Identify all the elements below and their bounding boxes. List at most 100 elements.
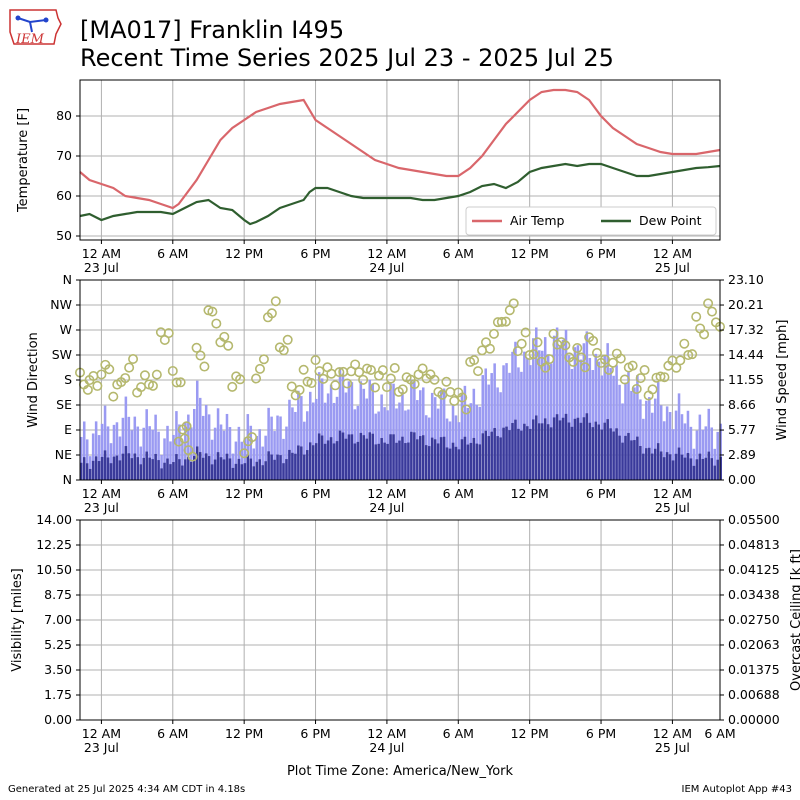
- wind-speed-bar: [160, 468, 163, 480]
- wind-speed-bar: [555, 414, 559, 480]
- visibility-ytick-label: 5.25: [44, 637, 72, 652]
- wind-speed-bar: [100, 456, 104, 480]
- wind-speed-bar: [600, 429, 603, 480]
- wind-gust-bar: [526, 357, 529, 480]
- wind-gust-bar: [419, 390, 422, 480]
- temperature-xtick-label: 6 PM: [300, 246, 330, 261]
- wind-speed-bar: [97, 461, 101, 480]
- wind-gust-bar: [511, 351, 514, 480]
- wind-speed-bar: [374, 444, 377, 480]
- wind-speed-bar: [588, 422, 592, 480]
- logo-text: IEM: [15, 32, 45, 47]
- wind-speed-bar: [698, 453, 702, 480]
- wind-direction-marker: [469, 355, 480, 366]
- wind-gust-bar: [285, 426, 288, 480]
- wind-speed-bar: [133, 453, 137, 480]
- wind-gust-bar: [469, 403, 473, 480]
- visibility-xtick-label: 6 PM: [586, 726, 616, 741]
- wind-gust-bar: [713, 448, 716, 480]
- wind-direction-marker: [671, 362, 682, 373]
- wind-speed-bar: [487, 436, 490, 480]
- wind-speed-bar: [356, 441, 360, 480]
- wind-direction-marker: [389, 363, 400, 374]
- wind-speed-bar: [377, 443, 380, 480]
- wind-speed-bar: [246, 454, 250, 480]
- wind-gust-bar: [499, 392, 502, 480]
- wind-gust-bar: [508, 372, 511, 480]
- wind-speed-bar: [353, 443, 357, 480]
- wind-direction-marker: [687, 349, 698, 360]
- wind-speed-bar: [80, 462, 83, 480]
- wind-gust-bar: [136, 426, 140, 480]
- temperature-xtick-sublabel: 25 Jul: [655, 260, 690, 275]
- wind-speed-bar: [653, 448, 657, 480]
- ceiling-ytick-label: 0.04125: [728, 562, 780, 577]
- visibility-ytick-label: 14.00: [36, 512, 72, 527]
- wind-speed-bar: [234, 463, 238, 480]
- wind-direction-marker: [683, 350, 694, 361]
- wind-direction-marker: [247, 432, 258, 443]
- direction-ytick-label: N: [63, 272, 72, 287]
- visibility-xtick-label: 12 PM: [225, 726, 263, 741]
- wind-speed-bar: [704, 457, 708, 480]
- wind-gust-bar: [157, 431, 160, 480]
- wind-gust-bar: [481, 375, 485, 480]
- wind-gust-bar: [335, 396, 339, 480]
- wind-speed-bar: [603, 422, 606, 480]
- wind-speed-bar: [618, 435, 621, 480]
- wind-direction-marker: [211, 318, 222, 329]
- wind-speed-bar: [139, 464, 143, 480]
- wind-gust-bar: [380, 394, 383, 480]
- wind-speed-bar: [591, 427, 595, 480]
- visibility-ytick-label: 1.75: [44, 687, 72, 702]
- wind-speed-bar: [442, 436, 446, 480]
- wind-gust-bar: [210, 439, 214, 480]
- wind-gust-bar: [514, 341, 517, 480]
- wind-speed-bar: [579, 422, 583, 480]
- visibility-xtick-label: 12 AM: [82, 726, 121, 741]
- wind-speed-bar: [609, 428, 612, 480]
- legend-airtemp-label: Air Temp: [510, 213, 565, 228]
- wind-speed-bar: [707, 451, 711, 480]
- wind-gust-bar: [496, 387, 499, 480]
- wind-speed-bar: [710, 458, 714, 480]
- wind-gust-bar: [639, 399, 642, 480]
- wind-xtick-label: 12 PM: [225, 486, 263, 501]
- wind-speed-bar: [121, 453, 125, 480]
- wind-speed-bar: [136, 457, 140, 480]
- wind-speed-bar: [606, 419, 609, 480]
- wind-speed-bar: [398, 440, 401, 480]
- wind-gust-bar: [142, 427, 145, 480]
- direction-ytick-label: E: [64, 422, 72, 437]
- wind-direction-marker: [441, 376, 452, 387]
- wind-speed-bar: [573, 418, 577, 480]
- wind-speed-bar: [490, 431, 493, 480]
- wind-gust-bar: [216, 408, 220, 480]
- wind-gust-bar: [475, 404, 479, 480]
- wind-gust-bar: [234, 441, 238, 480]
- wind-direction-marker: [655, 371, 666, 382]
- wind-speed-bar: [157, 460, 160, 480]
- wind-gust-bar: [463, 385, 467, 480]
- wind-gust-bar: [261, 446, 264, 480]
- wind-speed-bar: [347, 434, 351, 480]
- wind-gust-bar: [109, 443, 113, 480]
- wind-speed-bar: [451, 442, 455, 480]
- wind-gust-bar: [314, 398, 318, 480]
- wind-xtick-label: 12 AM: [82, 486, 121, 501]
- wind-direction-marker: [607, 357, 618, 368]
- wind-speed-bar: [716, 459, 719, 480]
- wind-gust-bar: [118, 436, 122, 480]
- wind-speed-bar: [118, 460, 122, 480]
- visibility-ytick-label: 3.50: [44, 662, 72, 677]
- wind-gust-bar: [484, 368, 487, 480]
- wind-gust-bar: [630, 390, 633, 480]
- wind-speed-bar: [445, 447, 449, 480]
- timezone-label: Plot Time Zone: America/New_York: [286, 764, 514, 779]
- temperature-xtick-sublabel: 23 Jul: [84, 260, 119, 275]
- wind-gust-bar: [490, 373, 493, 480]
- wind-direction-marker: [703, 298, 714, 309]
- wind-gust-bar: [537, 350, 541, 480]
- wind-gust-bar: [389, 383, 392, 480]
